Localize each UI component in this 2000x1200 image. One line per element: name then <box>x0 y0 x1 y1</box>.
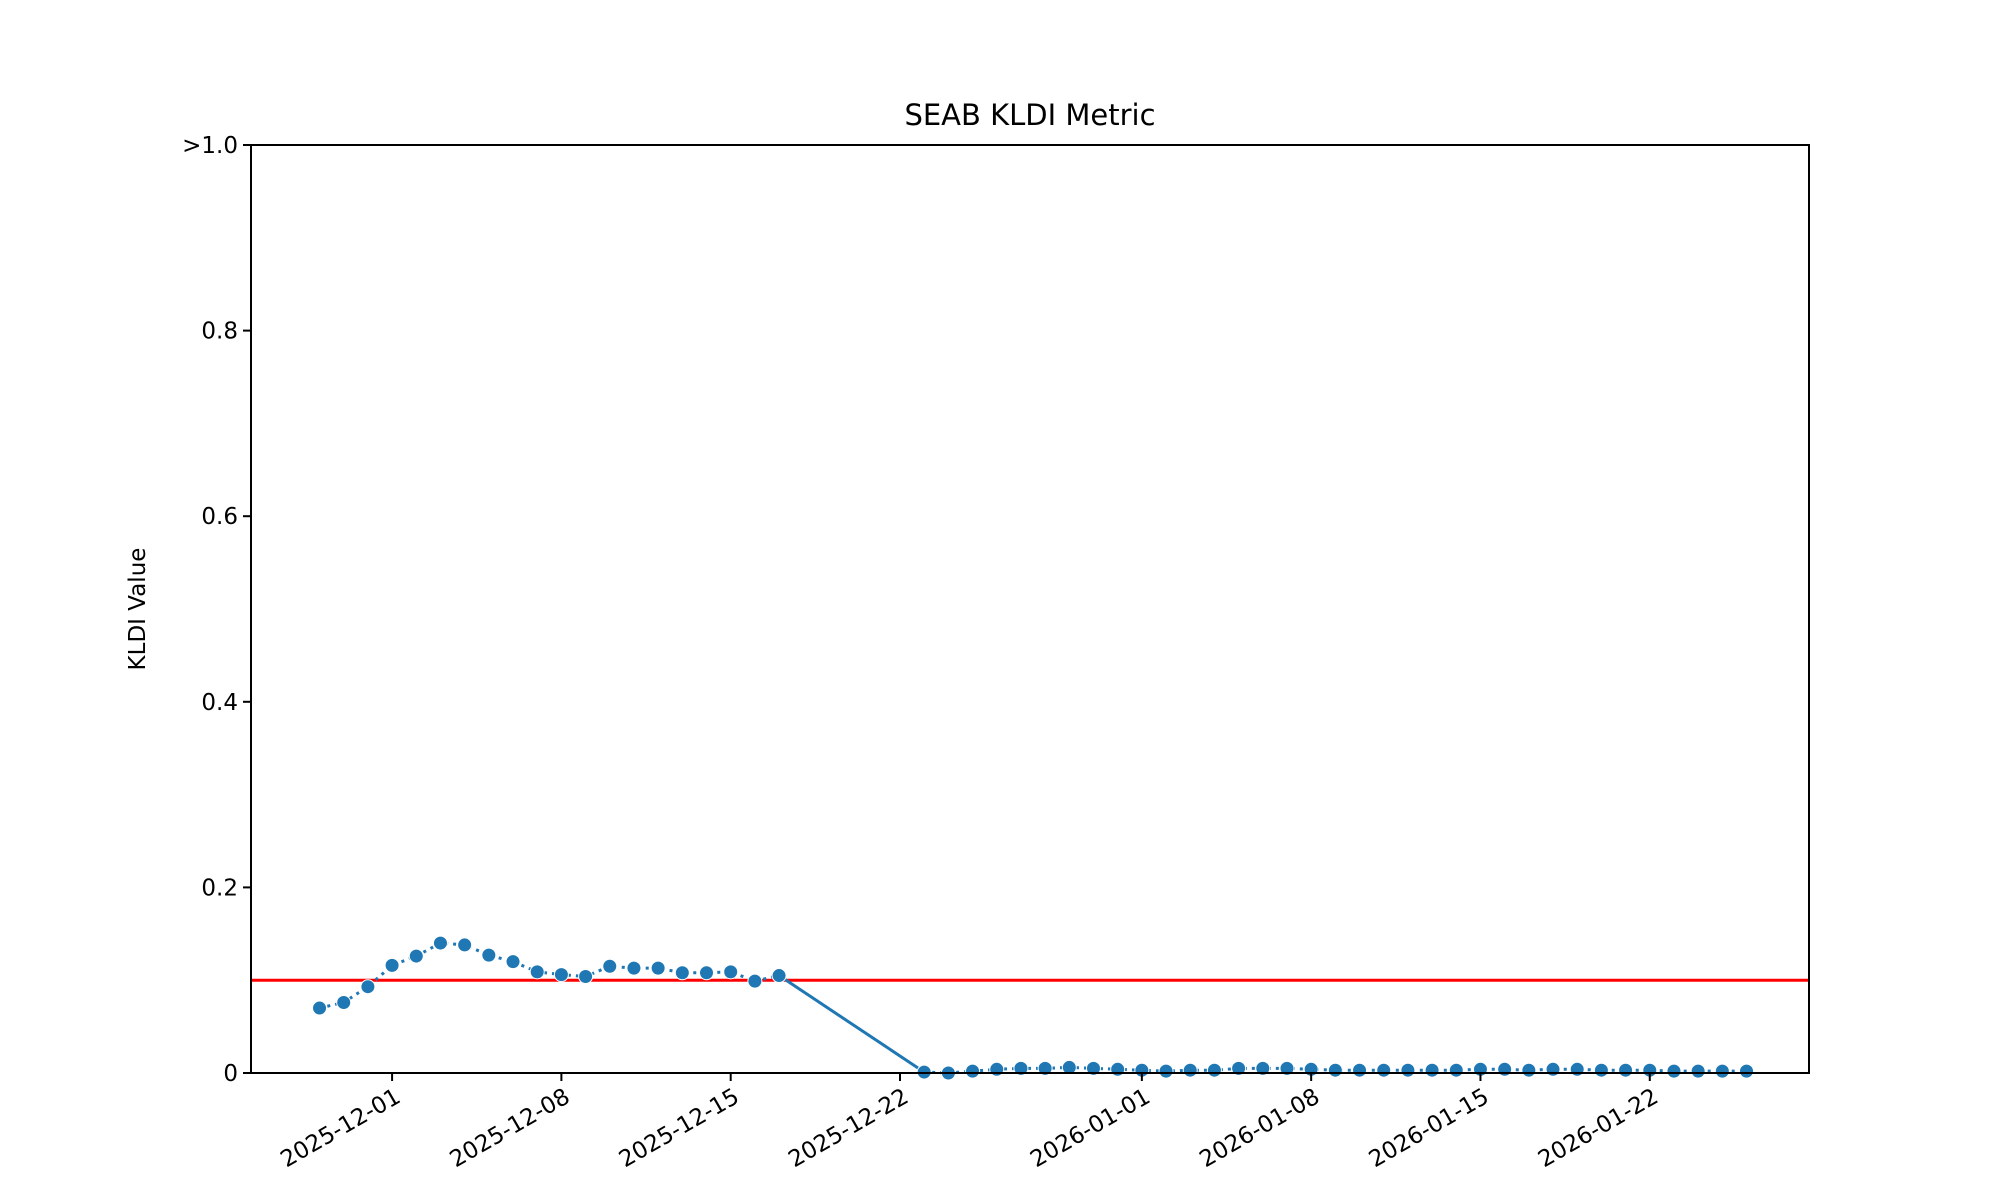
data-point <box>529 964 545 980</box>
plot-frame <box>250 144 1810 1074</box>
data-point <box>1448 1062 1464 1078</box>
x-tick-label: 2025-12-15 <box>615 1084 744 1173</box>
data-point <box>1255 1060 1271 1076</box>
y-tick-label: 0.8 <box>201 319 238 345</box>
data-point <box>1182 1062 1198 1078</box>
data-point <box>384 957 400 973</box>
y-tick-label: 0.2 <box>201 875 238 901</box>
data-point <box>674 965 690 981</box>
data-point <box>1690 1063 1706 1079</box>
data-point <box>1110 1061 1126 1077</box>
data-point <box>1497 1061 1513 1077</box>
series-gap-line <box>778 974 926 1074</box>
data-point <box>1037 1060 1053 1076</box>
data-point <box>1618 1062 1634 1078</box>
data-point <box>312 1000 328 1016</box>
x-tick-label: 2026-01-01 <box>1026 1084 1155 1173</box>
x-tick-label: 2026-01-08 <box>1195 1084 1324 1173</box>
x-tick-label: 2025-12-08 <box>446 1084 575 1173</box>
data-point <box>408 948 424 964</box>
data-point <box>1352 1062 1368 1078</box>
data-point <box>602 958 618 974</box>
x-tick-label: 2025-12-22 <box>784 1084 913 1173</box>
data-point <box>1376 1062 1392 1078</box>
data-point <box>432 935 448 951</box>
data-point <box>650 960 666 976</box>
data-point <box>1739 1063 1755 1079</box>
data-point <box>578 968 594 984</box>
data-point <box>771 968 787 984</box>
data-point <box>1158 1063 1174 1079</box>
data-point <box>723 964 739 980</box>
data-point <box>457 937 473 953</box>
data-point <box>1231 1060 1247 1076</box>
data-point <box>1569 1061 1585 1077</box>
data-point <box>1013 1060 1029 1076</box>
data-point <box>699 965 715 981</box>
data-point <box>553 967 569 983</box>
data-point <box>1400 1062 1416 1078</box>
y-tick-label: 0.6 <box>201 504 238 530</box>
y-tick-label: >1.0 <box>182 133 238 159</box>
data-point <box>1279 1060 1295 1076</box>
data-point <box>1424 1062 1440 1078</box>
data-point <box>1206 1062 1222 1078</box>
data-point <box>481 947 497 963</box>
data-point <box>965 1063 981 1079</box>
y-tick-label: 0.4 <box>201 690 238 716</box>
y-axis-label: KLDI Value <box>125 548 151 671</box>
data-point <box>1061 1059 1077 1075</box>
data-point <box>1545 1061 1561 1077</box>
data-point <box>336 994 352 1010</box>
data-point <box>1714 1063 1730 1079</box>
x-tick-label: 2026-01-15 <box>1365 1084 1494 1173</box>
y-tick-label: 0 <box>223 1061 238 1087</box>
data-point <box>505 954 521 970</box>
data-point <box>747 973 763 989</box>
data-point <box>360 979 376 995</box>
x-tick-label: 2026-01-22 <box>1534 1084 1663 1173</box>
data-point <box>626 960 642 976</box>
data-point <box>989 1061 1005 1077</box>
data-point <box>1593 1062 1609 1078</box>
data-point <box>1666 1063 1682 1079</box>
data-point <box>1085 1060 1101 1076</box>
data-point <box>1521 1062 1537 1078</box>
chart-title: SEAB KLDI Metric <box>904 98 1155 132</box>
x-tick-label: 2025-12-01 <box>276 1084 405 1173</box>
data-point <box>1327 1062 1343 1078</box>
series-line <box>924 1065 1747 1075</box>
